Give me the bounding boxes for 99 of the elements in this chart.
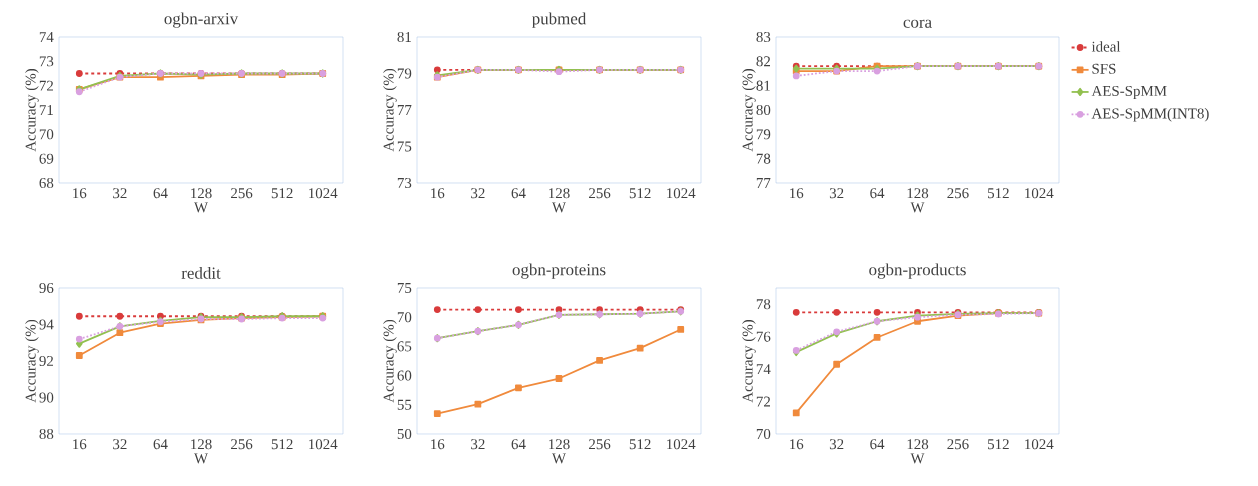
x-tick-label: 128	[549, 188, 570, 199]
x-axis-title: W	[193, 453, 209, 464]
x-tick-label: 128	[907, 188, 929, 199]
x-tick-label: 32	[471, 188, 485, 199]
x-tick-label: 1024	[1025, 188, 1054, 199]
x-tick-label: 512	[629, 439, 651, 450]
x-tick-label: 32	[471, 439, 485, 450]
chart-title: reddit	[181, 266, 221, 279]
y-axis-title: Accuracy (%)	[742, 68, 756, 152]
y-tick-label: 88	[39, 428, 54, 440]
y-tick-label: 73	[397, 177, 412, 188]
chart-title: ogbn-products	[869, 263, 966, 279]
chart-title: pubmed	[531, 12, 587, 28]
y-tick-label: 81	[756, 80, 770, 91]
x-axis-title: W	[551, 453, 567, 464]
x-tick-label: 1024	[1025, 439, 1054, 450]
x-tick-label: 512	[271, 439, 293, 450]
y-tick-label: 79	[397, 68, 412, 79]
legend-label: AES-SpMM	[1091, 85, 1167, 99]
y-tick-label: 72	[39, 80, 53, 91]
x-tick-label: 256	[589, 188, 611, 199]
x-tick-label: 16	[790, 439, 804, 450]
x-tick-label: 128	[191, 188, 212, 199]
x-tick-label: 64	[153, 188, 168, 199]
legend-label: ideal	[1091, 41, 1121, 52]
y-tick-label: 94	[39, 319, 54, 330]
x-tick-label: 32	[113, 188, 127, 199]
x-tick-label: 1024	[309, 188, 338, 199]
x-tick-label: 256	[947, 188, 969, 199]
x-tick-label: 512	[988, 439, 1009, 450]
x-tick-label: 128	[907, 439, 929, 450]
y-tick-label: 72	[756, 396, 770, 407]
y-tick-label: 90	[39, 392, 54, 403]
x-tick-label: 64	[870, 439, 885, 450]
y-tick-label: 55	[397, 399, 412, 410]
y-tick-label: 79	[756, 129, 771, 140]
y-tick-label: 82	[756, 56, 770, 67]
x-tick-label: 64	[511, 188, 526, 199]
y-tick-label: 75	[397, 283, 412, 293]
x-tick-label: 256	[231, 188, 253, 199]
chart-title: ogbn-proteins	[512, 263, 606, 279]
y-tick-label: 71	[39, 105, 53, 115]
x-tick-label: 64	[153, 439, 168, 450]
x-tick-label: 32	[829, 188, 844, 199]
y-tick-label: 83	[756, 31, 771, 43]
y-tick-label: 75	[397, 141, 412, 152]
x-tick-label: 64	[511, 439, 526, 450]
y-tick-label: 77	[397, 105, 412, 115]
y-tick-label: 73	[39, 56, 54, 67]
x-axis-title: W	[910, 202, 925, 213]
y-axis-title: Accuracy (%)	[25, 68, 39, 152]
y-axis-title: Accuracy (%)	[383, 319, 397, 403]
x-tick-label: 1024	[667, 439, 696, 450]
x-axis-title: W	[551, 202, 567, 213]
y-tick-label: 69	[39, 153, 54, 164]
y-tick-label: 76	[756, 331, 771, 342]
y-tick-label: 77	[756, 178, 771, 188]
y-tick-label: 70	[397, 312, 412, 323]
x-tick-label: 16	[431, 188, 445, 199]
x-tick-label: 128	[549, 439, 570, 450]
legend-label: AES-SpMM(INT8)	[1091, 108, 1209, 122]
y-tick-label: 96	[39, 282, 54, 293]
y-tick-label: 60	[397, 370, 412, 381]
y-tick-label: 68	[39, 177, 54, 189]
x-tick-label: 64	[870, 188, 885, 199]
x-tick-label: 16	[790, 188, 804, 199]
x-axis-title: W	[193, 202, 209, 213]
chart-title: ogbn-arxiv	[164, 12, 239, 28]
x-tick-label: 1024	[309, 439, 338, 450]
x-tick-label: 32	[113, 439, 127, 450]
y-tick-label: 78	[756, 299, 771, 310]
y-axis-title: Accuracy (%)	[383, 68, 397, 152]
y-tick-label: 65	[397, 341, 412, 352]
y-axis-title: Accuracy (%)	[25, 319, 39, 403]
x-tick-label: 512	[629, 188, 651, 199]
y-tick-label: 74	[756, 364, 771, 375]
x-tick-label: 16	[431, 439, 445, 450]
y-tick-label: 81	[397, 31, 411, 43]
x-tick-label: 128	[191, 439, 212, 450]
x-tick-label: 512	[988, 188, 1009, 199]
y-tick-label: 70	[39, 129, 54, 140]
y-tick-label: 92	[39, 355, 53, 366]
y-tick-label: 74	[39, 32, 54, 42]
x-tick-label: 256	[589, 439, 611, 450]
x-tick-label: 256	[947, 439, 969, 450]
chart-title: cora	[903, 19, 932, 28]
x-tick-label: 16	[73, 439, 87, 450]
x-tick-label: 512	[271, 188, 293, 199]
y-tick-label: 78	[756, 153, 771, 164]
y-tick-label: 80	[756, 104, 771, 116]
y-axis-title: Accuracy (%)	[742, 319, 756, 403]
x-tick-label: 256	[231, 439, 253, 450]
x-tick-label: 16	[73, 188, 87, 199]
y-tick-label: 50	[397, 428, 412, 440]
x-axis-title: W	[910, 453, 925, 464]
x-tick-label: 1024	[667, 188, 696, 199]
y-tick-label: 70	[756, 428, 771, 440]
legend-label: SFS	[1092, 63, 1116, 74]
x-tick-label: 32	[829, 439, 844, 450]
